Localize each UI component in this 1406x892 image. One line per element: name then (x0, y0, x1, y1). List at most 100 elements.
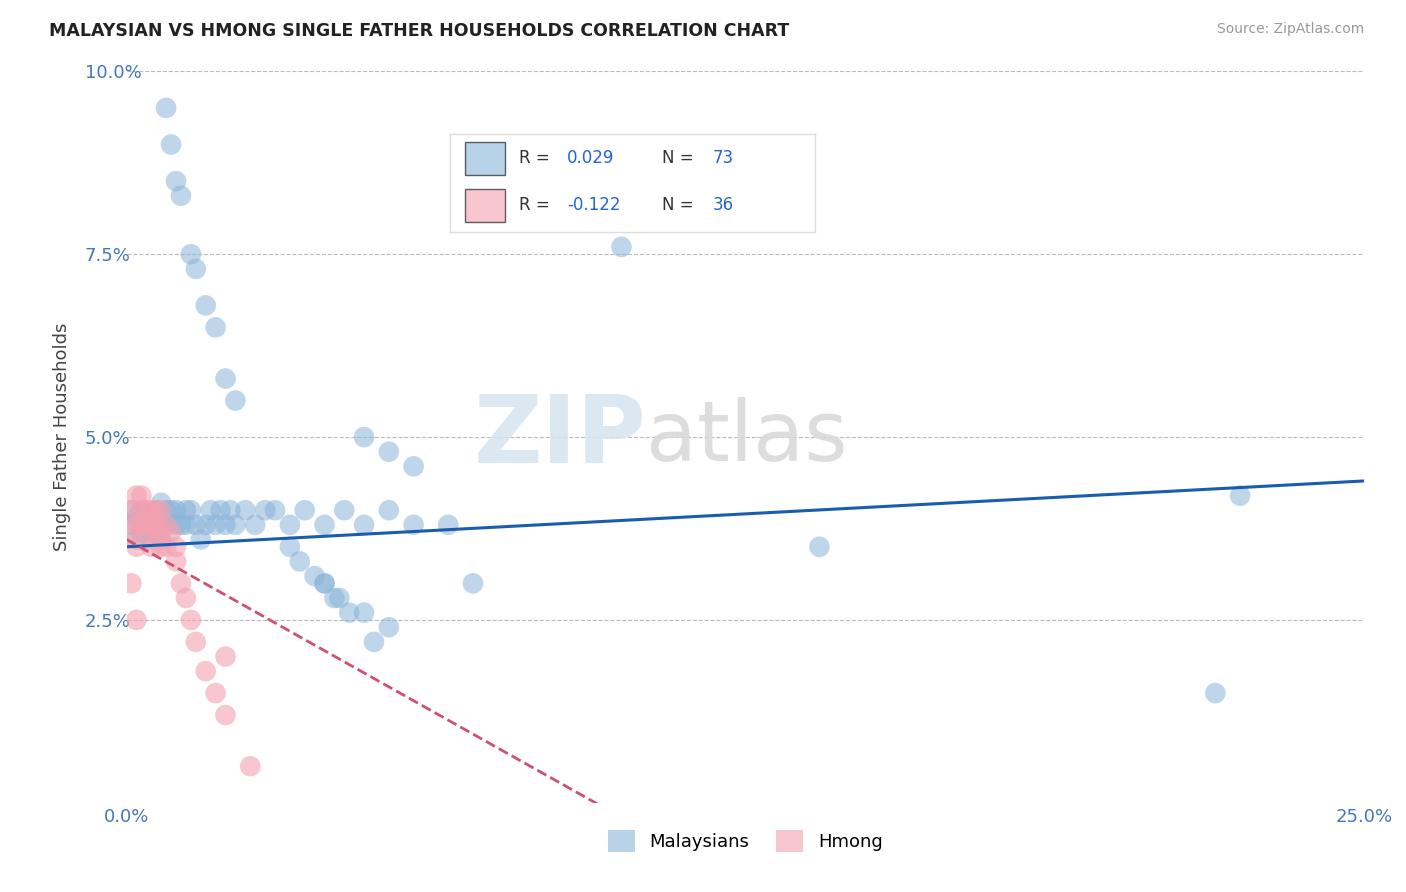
Malaysians (378, 444, 401, 458)
Hmong (131, 489, 153, 503)
Hmong (135, 525, 157, 540)
Malaysians (219, 503, 242, 517)
Malaysians (204, 320, 226, 334)
Malaysians (214, 517, 236, 532)
Malaysians (150, 496, 173, 510)
Malaysians (165, 503, 187, 517)
Hmong (145, 517, 167, 532)
Malaysians (808, 540, 831, 554)
Y-axis label: Single Father Households: Single Father Households (53, 323, 70, 551)
Malaysians (264, 503, 287, 517)
Hmong (145, 525, 167, 540)
Malaysians (1229, 489, 1251, 503)
Malaysians (402, 459, 425, 474)
Malaysians (1204, 686, 1226, 700)
Hmong (194, 664, 217, 678)
Text: N =: N = (662, 149, 699, 168)
Malaysians (214, 371, 236, 385)
Hmong (125, 540, 148, 554)
Malaysians (304, 569, 326, 583)
Text: MALAYSIAN VS HMONG SINGLE FATHER HOUSEHOLDS CORRELATION CHART: MALAYSIAN VS HMONG SINGLE FATHER HOUSEHO… (49, 22, 789, 40)
Text: R =: R = (519, 196, 555, 214)
Malaysians (294, 503, 316, 517)
Hmong (204, 686, 226, 700)
Malaysians (461, 576, 484, 591)
Text: R =: R = (519, 149, 555, 168)
Malaysians (204, 517, 226, 532)
Hmong (150, 525, 173, 540)
FancyBboxPatch shape (464, 189, 505, 222)
Malaysians (131, 525, 153, 540)
Text: ZIP: ZIP (474, 391, 647, 483)
Hmong (135, 517, 157, 532)
Malaysians (194, 298, 217, 312)
Hmong (131, 517, 153, 532)
Malaysians (155, 101, 177, 115)
Hmong (150, 503, 173, 517)
Malaysians (314, 576, 336, 591)
Malaysians (353, 430, 375, 444)
Text: 36: 36 (713, 196, 734, 214)
Malaysians (314, 517, 336, 532)
Malaysians (125, 533, 148, 547)
Malaysians (131, 503, 153, 517)
Malaysians (610, 240, 633, 254)
Malaysians (150, 517, 173, 532)
Malaysians (180, 503, 202, 517)
Malaysians (378, 503, 401, 517)
Malaysians (209, 503, 232, 517)
Text: 73: 73 (713, 149, 734, 168)
Hmong (184, 635, 207, 649)
Malaysians (224, 517, 246, 532)
Malaysians (165, 174, 187, 188)
Malaysians (145, 525, 167, 540)
Hmong (174, 591, 197, 605)
Text: atlas: atlas (647, 397, 848, 477)
Hmong (214, 649, 236, 664)
Malaysians (337, 606, 360, 620)
Malaysians (184, 517, 207, 532)
Malaysians (141, 533, 163, 547)
Malaysians (353, 606, 375, 620)
Hmong (145, 503, 167, 517)
Malaysians (353, 517, 375, 532)
Malaysians (170, 188, 193, 202)
Legend: Malaysians, Hmong: Malaysians, Hmong (600, 823, 890, 860)
Malaysians (155, 503, 177, 517)
Malaysians (363, 635, 385, 649)
Hmong (160, 525, 183, 540)
Hmong (214, 708, 236, 723)
Malaysians (278, 517, 301, 532)
Hmong (170, 576, 193, 591)
Text: Source: ZipAtlas.com: Source: ZipAtlas.com (1216, 22, 1364, 37)
Malaysians (170, 517, 193, 532)
Hmong (155, 540, 177, 554)
Hmong (131, 503, 153, 517)
Text: N =: N = (662, 196, 699, 214)
Malaysians (378, 620, 401, 634)
Malaysians (328, 591, 350, 605)
Hmong (121, 503, 143, 517)
Hmong (141, 517, 163, 532)
FancyBboxPatch shape (464, 142, 505, 175)
Malaysians (323, 591, 346, 605)
Text: -0.122: -0.122 (567, 196, 620, 214)
Hmong (125, 489, 148, 503)
Malaysians (141, 510, 163, 524)
Malaysians (402, 517, 425, 532)
Malaysians (160, 137, 183, 152)
Malaysians (135, 517, 157, 532)
Hmong (180, 613, 202, 627)
Malaysians (190, 533, 212, 547)
Malaysians (224, 393, 246, 408)
Hmong (165, 540, 187, 554)
Hmong (239, 759, 262, 773)
Malaysians (184, 261, 207, 276)
Malaysians (174, 517, 197, 532)
Hmong (150, 540, 173, 554)
Malaysians (333, 503, 356, 517)
Malaysians (254, 503, 277, 517)
Malaysians (233, 503, 256, 517)
Hmong (125, 613, 148, 627)
Malaysians (121, 503, 143, 517)
